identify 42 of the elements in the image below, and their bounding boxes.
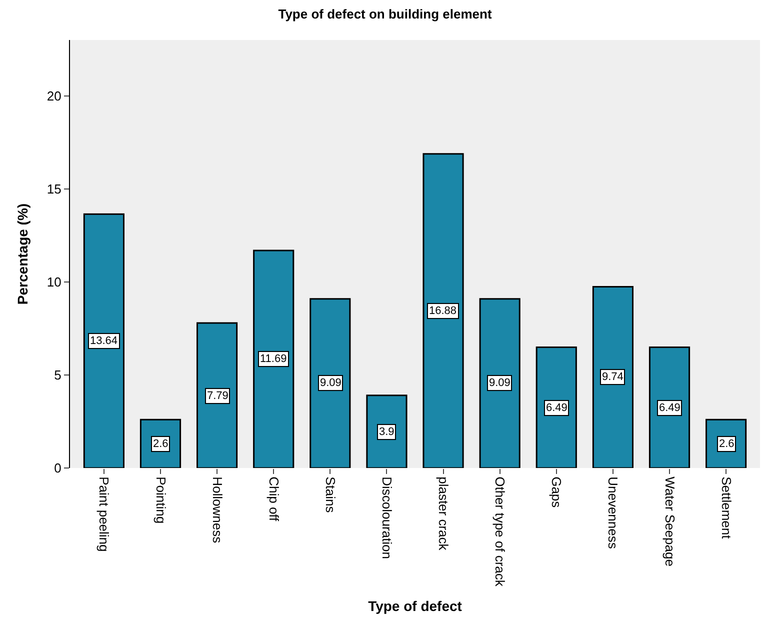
y-axis-title: Percentage (%) <box>14 203 31 305</box>
x-tick-label: Unevenness <box>606 476 621 550</box>
y-tick-label: 20 <box>46 88 62 104</box>
chart-title: Type of defect on building element <box>278 6 492 22</box>
data-label: 6.49 <box>659 402 680 414</box>
x-tick-label: Gaps <box>549 476 564 508</box>
bar <box>366 394 408 468</box>
bar <box>648 346 690 468</box>
x-tick-label: Settlement <box>718 476 734 540</box>
x-tick-label: Other type of crack <box>492 476 508 587</box>
y-tick-label: 10 <box>46 274 62 290</box>
x-tick-label: Paint peeling <box>96 476 112 552</box>
data-label: 7.79 <box>207 390 228 402</box>
data-label: 16.88 <box>429 305 457 317</box>
data-label: 11.69 <box>260 353 287 365</box>
y-tick-label: 15 <box>46 181 62 196</box>
data-label: 13.64 <box>90 335 118 347</box>
bar <box>83 213 124 468</box>
x-tick-label: Hollowness <box>210 476 225 544</box>
bar <box>310 298 351 468</box>
y-tick-label: 0 <box>54 460 62 476</box>
data-label: 6.49 <box>546 402 568 414</box>
data-label: 2.6 <box>719 438 734 450</box>
bar <box>196 322 238 468</box>
x-axis-title: Type of defect <box>368 598 462 614</box>
bar <box>422 153 464 468</box>
x-tick-label: Chip off <box>266 476 282 522</box>
x-tick-label: Water Seepage <box>662 476 678 566</box>
data-label: 9.74 <box>602 371 624 383</box>
bar <box>592 286 634 468</box>
x-tick-label: Discolouration <box>379 476 394 559</box>
x-tick-label: plaster crack <box>436 476 452 551</box>
y-tick-label: 5 <box>54 368 62 383</box>
x-tick-label: Stains <box>322 476 338 514</box>
bar <box>536 346 577 468</box>
data-label: 2.6 <box>153 438 168 450</box>
bar <box>479 298 520 468</box>
data-label: 9.09 <box>489 377 510 389</box>
data-label: 3.9 <box>379 426 394 438</box>
data-label: 9.09 <box>320 377 342 389</box>
x-tick-label: Pointing <box>153 476 168 524</box>
bar <box>253 250 294 468</box>
